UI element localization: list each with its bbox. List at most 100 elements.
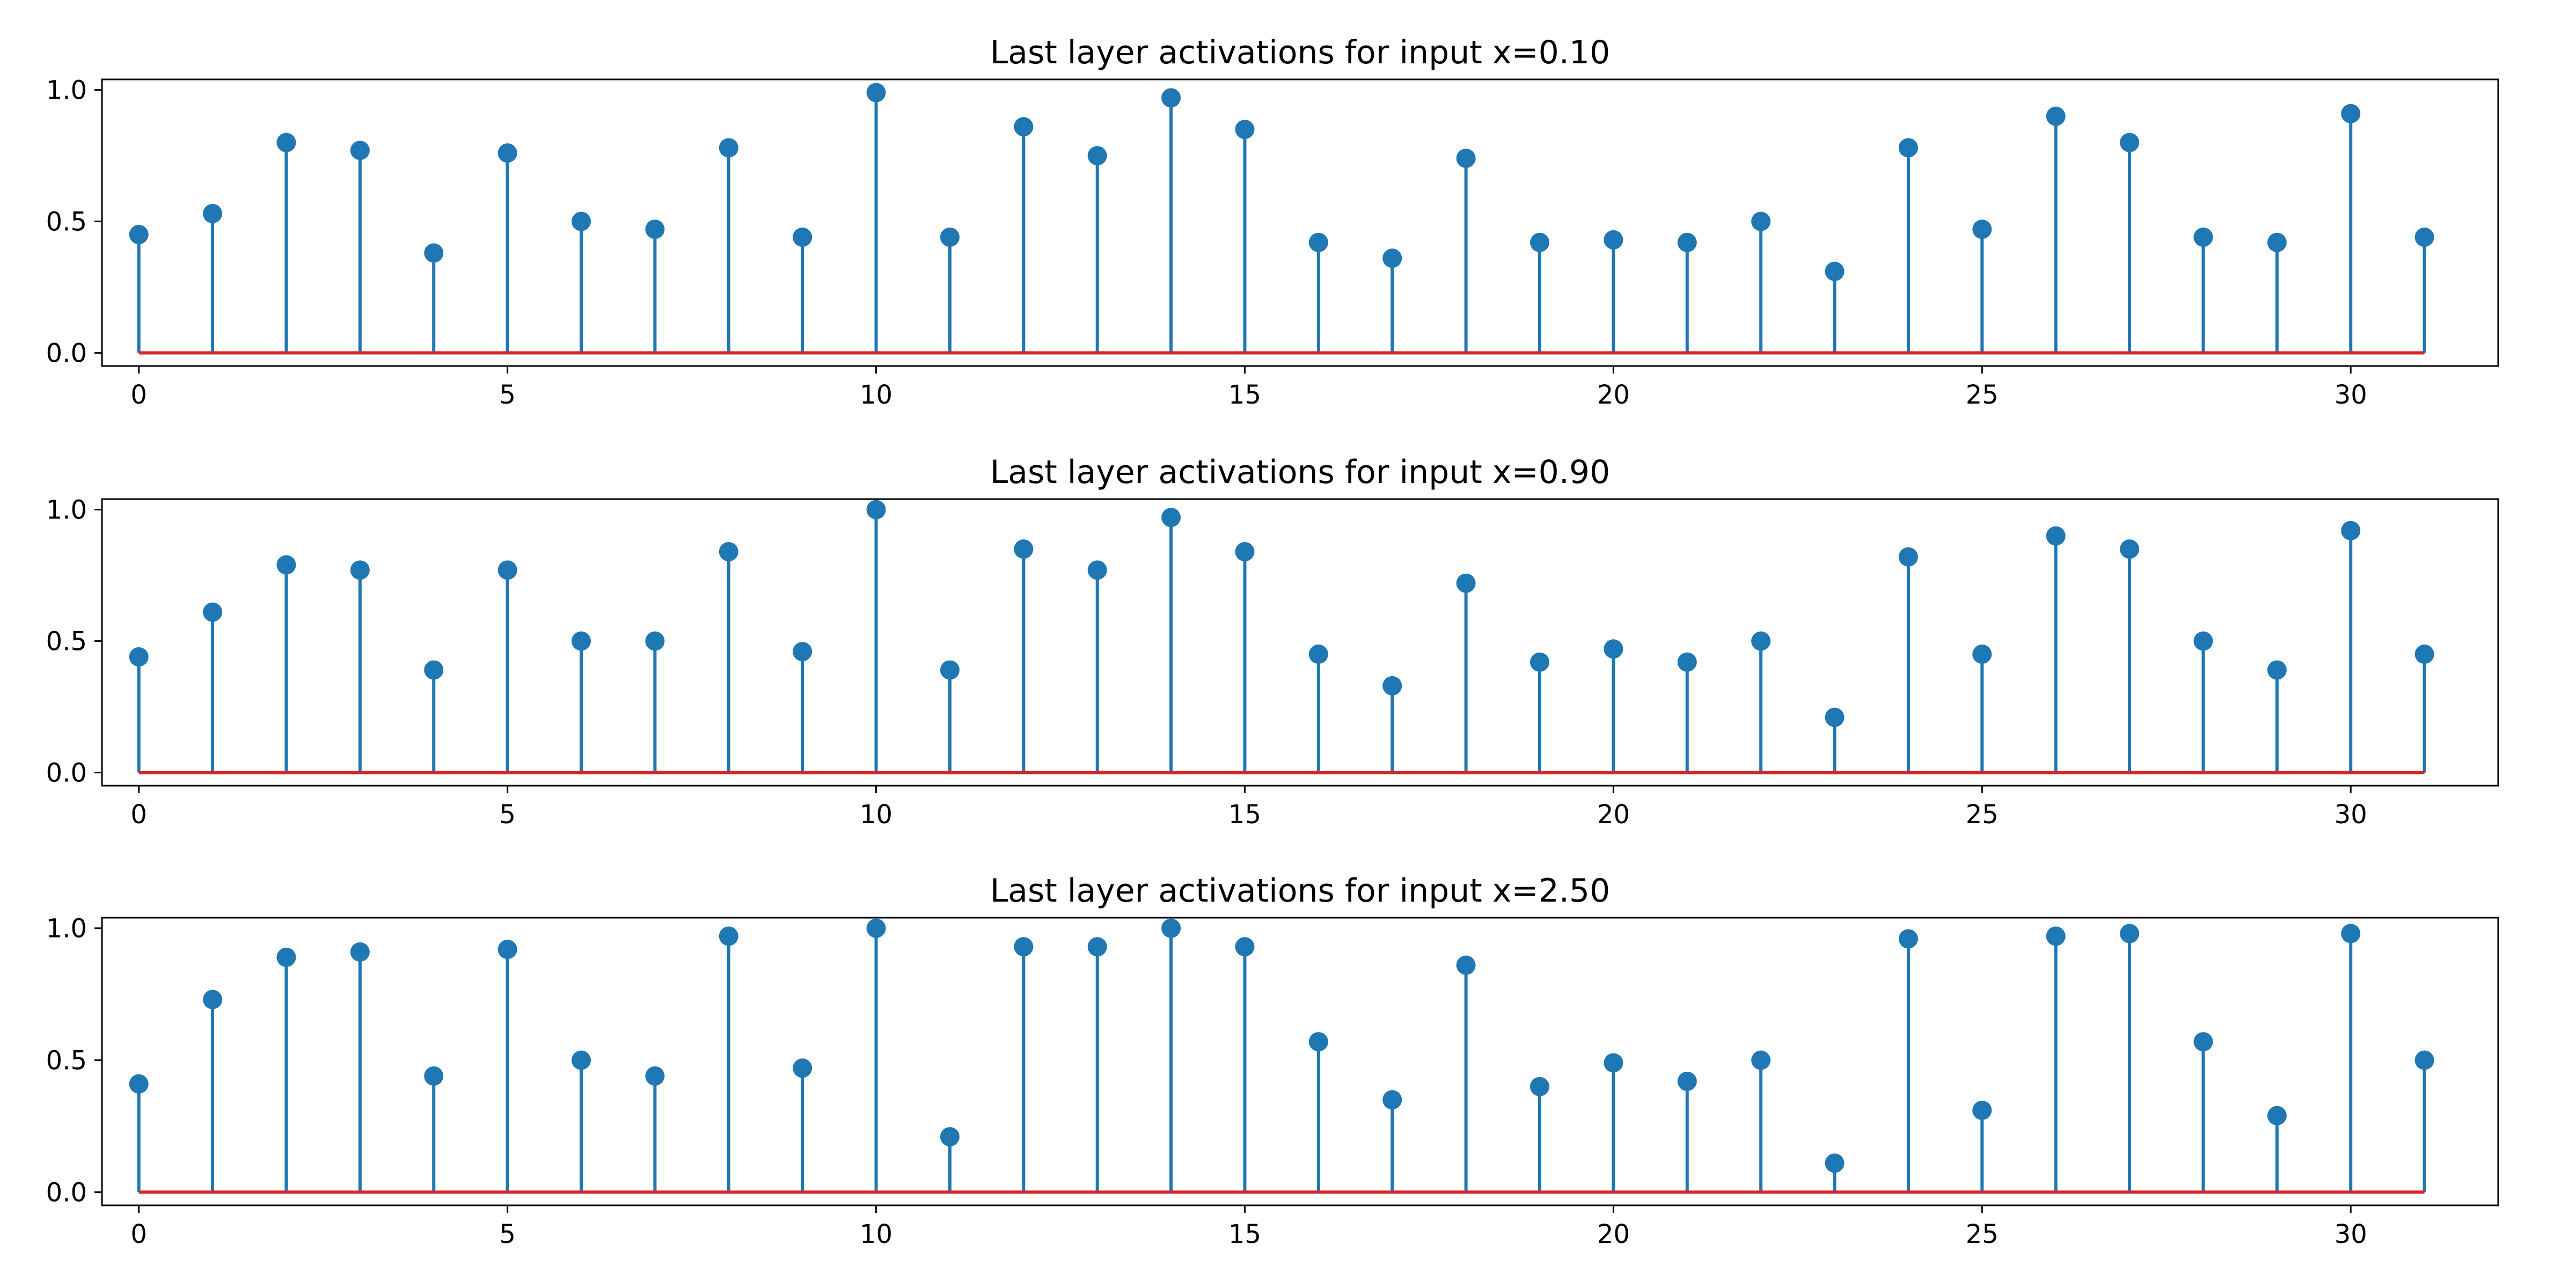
stem-marker (1014, 117, 1034, 137)
stem-marker (424, 1066, 444, 1086)
stem-marker (1087, 937, 1107, 957)
stem-marker (719, 926, 738, 946)
stem-marker (2193, 1032, 2213, 1052)
stem-marker (866, 83, 886, 103)
stem-marker (2414, 227, 2434, 247)
stem-marker (497, 560, 517, 580)
x-tick-label: 5 (499, 380, 516, 410)
stem-marker (572, 631, 591, 651)
stem-marker (793, 227, 813, 247)
stem-marker (276, 947, 296, 967)
stem-marker (1677, 652, 1697, 672)
stem-marker (1161, 918, 1181, 938)
stem-marker (1530, 232, 1549, 252)
stem-marker (1235, 120, 1255, 140)
y-tick-label: 0.5 (46, 207, 87, 237)
stem-marker (1087, 560, 1107, 580)
stem-marker (1604, 230, 1623, 250)
y-tick-label: 0.0 (46, 339, 87, 369)
stem-marker (1235, 937, 1255, 957)
stem-marker (129, 647, 149, 667)
stem-marker (1382, 676, 1402, 696)
stem-marker (424, 243, 444, 263)
stem-marker (1530, 1077, 1549, 1096)
stem-marker (2414, 1050, 2434, 1070)
stem-marker (1677, 232, 1697, 252)
stem-marker (2414, 645, 2434, 664)
subplot-2: Last layer activations for input x=0.90 0… (46, 453, 2499, 830)
stem-marker (2046, 106, 2066, 126)
x-tick-label: 15 (1228, 800, 1261, 830)
stem-marker (2193, 227, 2213, 247)
x-tick-label: 20 (1597, 800, 1630, 830)
stem-marker (2341, 521, 2361, 540)
stem-marker (1382, 1090, 1402, 1110)
stem-marker (1456, 573, 1476, 593)
x-tick-label: 0 (130, 800, 147, 830)
stem-marker (1677, 1071, 1697, 1091)
stem-marker (424, 660, 444, 680)
x-tick-label: 30 (2334, 800, 2367, 830)
x-tick-label: 15 (1228, 380, 1261, 410)
stem-marker (1530, 652, 1549, 672)
stem-marker (276, 555, 296, 575)
stem-marker (2341, 924, 2361, 943)
stem-marker (203, 602, 223, 622)
stem-marker (2120, 924, 2140, 943)
stem-marker (1456, 955, 1476, 975)
stem-marker (203, 990, 223, 1009)
stem-marker (1235, 541, 1255, 561)
stem-marker (350, 942, 370, 962)
x-tick-label: 25 (1966, 1219, 1999, 1249)
stem-marker (2267, 232, 2287, 252)
x-tick-label: 5 (499, 800, 516, 830)
stem-marker (1898, 929, 1918, 949)
stem-marker (572, 1050, 591, 1070)
subplot-3: Last layer activations for input x=2.50 0… (46, 872, 2499, 1249)
x-tick-label: 0 (130, 1219, 147, 1249)
x-tick-label: 30 (2334, 380, 2367, 410)
stem-marker (1972, 1100, 1992, 1120)
x-tick-label: 10 (860, 380, 892, 410)
x-tick-label: 0 (130, 380, 147, 410)
stem-marker (1014, 937, 1034, 957)
stem-marker (645, 219, 665, 239)
stem-marker (1825, 707, 1845, 727)
stem-marker (1308, 232, 1328, 252)
stem-marker (866, 500, 886, 519)
axes-frame (101, 917, 2499, 1206)
subplot-1: Last layer activations for input x=0.10 0… (46, 34, 2499, 410)
stem-marker (1604, 1053, 1623, 1073)
stem-marker (129, 225, 149, 245)
stem-marker (1898, 547, 1918, 567)
stem-marker (1161, 508, 1181, 528)
stem-marker (1087, 146, 1107, 166)
stem-marker (2046, 526, 2066, 546)
y-tick-label: 0.5 (46, 1046, 87, 1076)
stem-marker (645, 1066, 665, 1086)
x-tick-label: 10 (860, 1219, 892, 1249)
stem-marker (1308, 645, 1328, 664)
y-tick-label: 0.0 (46, 758, 87, 788)
x-tick-label: 10 (860, 800, 892, 830)
subplot-title: Last layer activations for input x=2.50 (990, 872, 1611, 910)
stem-marker (2267, 1106, 2287, 1125)
x-tick-label: 25 (1966, 800, 1999, 830)
stem-marker (1014, 539, 1034, 559)
stem-marker (203, 203, 223, 223)
stem-marker (129, 1074, 149, 1094)
stem-marker (1604, 639, 1623, 659)
x-tick-label: 30 (2334, 1219, 2367, 1249)
stem-marker (940, 1127, 960, 1147)
y-tick-label: 0.0 (46, 1177, 87, 1208)
stem-marker (1898, 138, 1918, 158)
stem-marker (719, 138, 738, 158)
stem-marker (793, 642, 813, 662)
stem-marker (350, 141, 370, 160)
stem-marker (1382, 248, 1402, 268)
x-tick-label: 15 (1228, 1219, 1261, 1249)
stem-marker (497, 143, 517, 163)
stem-marker (276, 133, 296, 152)
stem-marker (1972, 219, 1992, 239)
